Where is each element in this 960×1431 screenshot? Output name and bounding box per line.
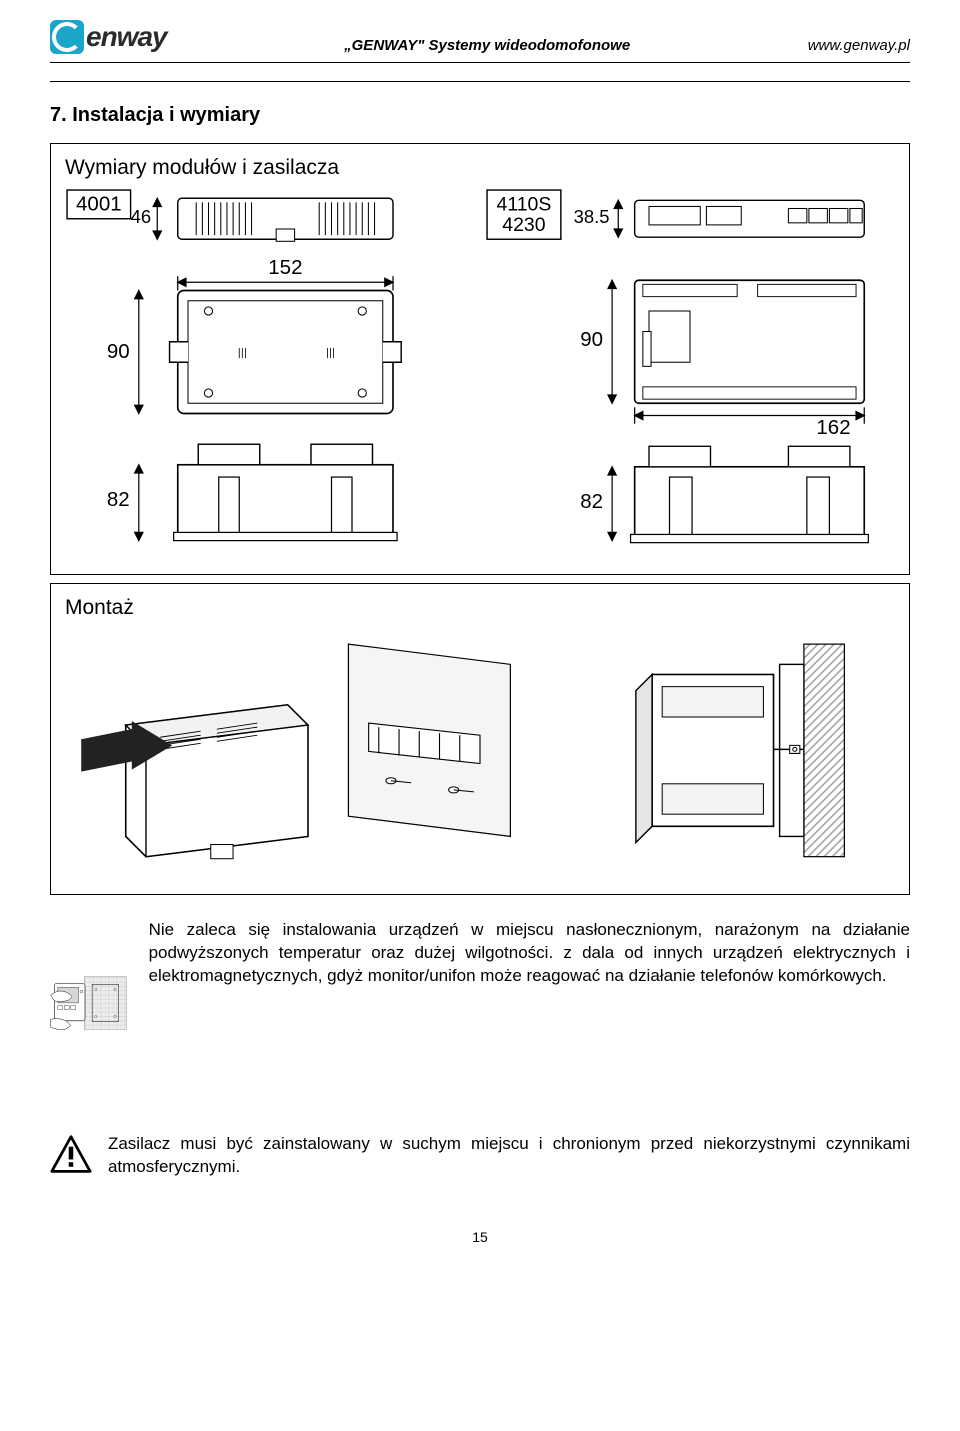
install-advice-text: Nie zaleca się instalowania urządzeń w m…	[149, 919, 910, 988]
warning-row: Zasilacz musi być zainstalowany w suchym…	[50, 1133, 910, 1179]
dim-46: 46	[131, 206, 152, 227]
mount-figure-box: Montaż	[50, 583, 910, 895]
dim-162: 162	[816, 416, 850, 439]
install-advice-row: Nie zaleca się instalowania urządzeń w m…	[50, 919, 910, 1089]
dim-152: 152	[268, 256, 302, 279]
header-rule	[50, 62, 910, 63]
section-heading: 7. Instalacja i wymiary	[50, 104, 910, 127]
hands-mounting-illustration	[50, 919, 129, 1089]
logo-mark-icon	[50, 20, 84, 54]
dim-82-left: 82	[107, 488, 130, 511]
module-4001-drawing: 4001	[65, 188, 475, 557]
brand-logo: enway	[50, 20, 167, 54]
header-center-text: „GENWAY" Systemy wideodomofonowe	[344, 37, 630, 54]
label-right-models: 4110S	[497, 194, 552, 216]
warning-text: Zasilacz musi być zainstalowany w suchym…	[108, 1133, 910, 1179]
label-right-models-2: 4230	[502, 214, 545, 236]
label-4001: 4001	[76, 193, 122, 216]
page-number: 15	[50, 1229, 910, 1245]
header-url: www.genway.pl	[808, 37, 910, 54]
dimensions-box-title: Wymiary modułów i zasilacza	[65, 156, 895, 180]
module-right-drawing: 4110S 4230	[485, 188, 895, 557]
page-header: enway „GENWAY" Systemy wideodomofonowe w…	[50, 20, 910, 60]
dim-90-left: 90	[107, 340, 130, 363]
warning-icon	[50, 1133, 92, 1175]
brand-text: enway	[86, 21, 167, 53]
module-4110s-4230-column: 4110S 4230	[485, 188, 895, 562]
dim-90-right: 90	[580, 328, 603, 351]
dim-82-right: 82	[580, 490, 603, 513]
dimensions-figure-box: Wymiary modułów i zasilacza 4001	[50, 143, 910, 575]
header-subrule	[50, 81, 910, 82]
mount-box-title: Montaż	[65, 596, 895, 620]
module-4001-column: 4001	[65, 188, 475, 562]
mount-drawing	[65, 634, 895, 877]
dim-38-5: 38.5	[574, 206, 610, 227]
